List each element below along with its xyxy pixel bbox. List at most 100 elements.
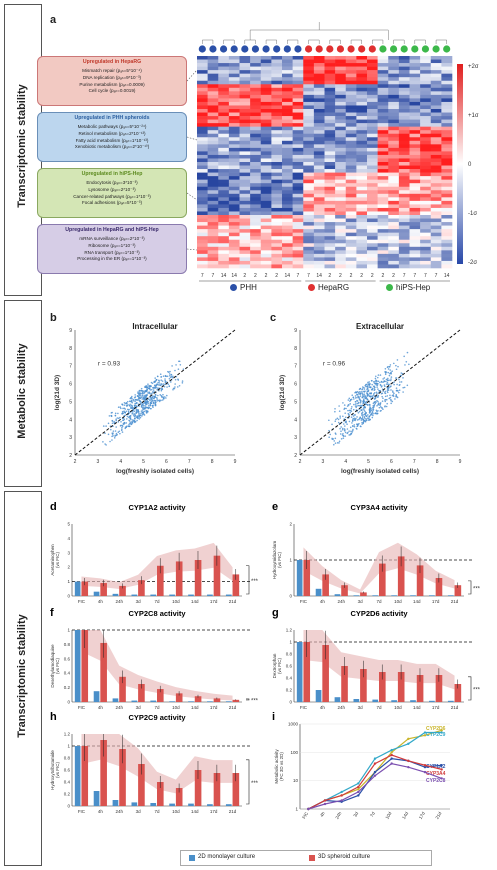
heatmap-cell [271,257,283,262]
heatmap-cell [409,236,421,241]
heatmap-cell [441,186,453,191]
scatter-point [174,378,177,381]
bar-monolayer [150,803,157,806]
scatter-point [134,398,137,401]
heatmap-cell [356,222,368,226]
heatmap-cell [207,211,219,216]
heatmap-cell [271,151,283,156]
heatmap-cell [409,123,421,127]
heatmap-cell [345,204,357,209]
heatmap-cell [409,112,421,117]
heatmap-cell [409,151,421,156]
scatter-point [108,415,111,417]
heatmap-cell [260,218,272,223]
heatmap-cell [207,215,219,219]
scatter-point [112,432,114,434]
scatter-point [150,392,153,395]
heatmap-cell [197,112,208,117]
heatmap-cell [441,176,453,180]
heatmap-cell [356,66,368,71]
scatter-point [360,419,363,421]
scatter-point [331,437,333,440]
heatmap-cell [218,154,230,159]
heatmap-cell [430,229,442,233]
heatmap-cell [335,101,347,106]
heatmap-cell [282,154,293,159]
heatmap-cell [207,137,219,142]
scatter-point [374,382,377,385]
heatmap-cell [239,186,251,191]
bar-monolayer [207,804,213,806]
bar-monolayer [150,594,157,596]
scatter-point [174,383,176,385]
scatter-point [389,396,392,399]
group-dot [421,45,430,53]
y-tick-label: 0 [289,700,292,705]
heatmap-cell [313,257,325,262]
series-label: CYP3A4 [426,771,446,777]
scatter-point [105,444,107,446]
heatmap-cell [367,193,378,198]
heatmap-cell [271,236,283,241]
scatter-point [363,406,365,409]
heatmap-cell [197,190,208,195]
heatmap-cell [282,186,293,191]
scatter-point [338,440,341,443]
heatmap-cell [335,133,347,138]
heatmap-cell [345,73,357,78]
heatmap-cell [324,222,336,226]
heatmap-cell [303,169,315,173]
heatmap-cell [218,165,230,170]
scatter-point [389,369,392,371]
y-tick-label: 3 [67,550,70,555]
heatmap-cell [377,222,389,226]
heatmap-cell [367,246,378,251]
heatmap-cell [271,70,283,74]
heatmap-cell [420,204,432,209]
heatmap-cell [388,101,400,106]
heatmap-cell [377,116,389,120]
heatmap-cell [335,66,347,71]
scatter-point [342,423,345,425]
y-axis-label: (vs FIC) [55,658,60,674]
heatmap-cell [313,236,325,241]
scatter-point [351,406,353,408]
heatmap-cell [303,197,315,202]
heatmap-cell [388,87,400,92]
heatmap-cell [313,215,325,219]
heatmap-cell [335,98,347,103]
bottom-legend: 2D monolayer culture 3D spheroid culture [180,850,432,866]
heatmap-cell [335,179,347,184]
heatmap-cell [250,190,262,195]
heatmap-cell [324,260,336,265]
scatter-point [162,383,165,385]
heatmap-cell [430,133,442,138]
heatmap-cell [324,186,336,191]
scatter-point [134,400,136,403]
series-point [357,794,360,797]
scatter-point [144,399,147,402]
heatmap-cell [409,59,421,64]
scatter-point [361,411,364,414]
heatmap-cell [367,165,378,170]
y-tick-label: 5 [69,399,72,405]
bar-monolayer [188,803,194,806]
x-tick-label: FIC [300,705,308,710]
heatmap-cell [430,126,442,131]
heatmap-cell [335,140,347,145]
heatmap-cell [271,84,283,89]
bar-spheroid [194,696,202,702]
scatter-point [131,395,133,398]
scatter-point [144,402,146,405]
heatmap-cell [271,215,283,219]
heatmap-cell [313,246,325,251]
heatmap-cell [197,246,208,251]
heatmap-cell [313,123,325,127]
heatmap-cell [430,59,442,64]
heatmap-cell [345,130,357,135]
scatter-point [153,397,155,400]
scatter-point [395,368,398,371]
heatmap-cell [388,133,400,138]
heatmap-cell [282,73,293,78]
scatter-point [138,394,141,397]
